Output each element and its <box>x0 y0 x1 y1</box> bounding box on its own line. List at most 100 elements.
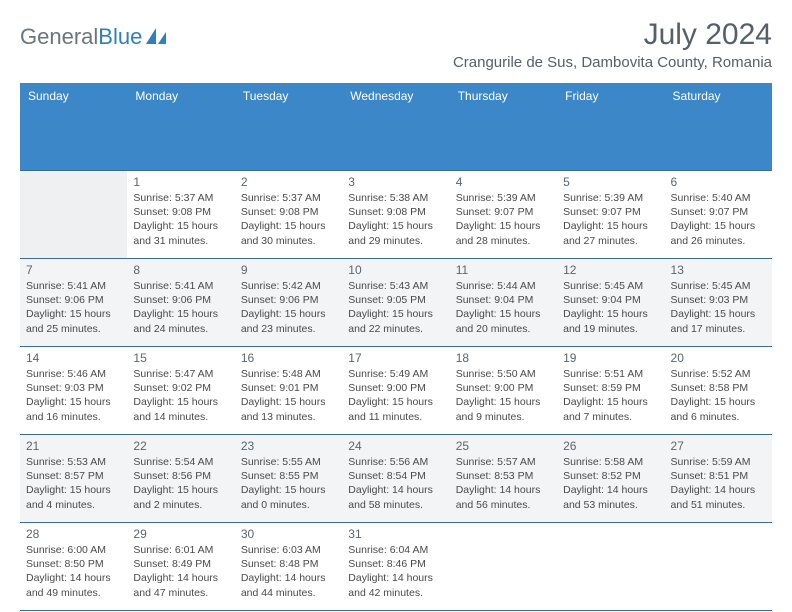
calendar-week-row: 7 Sunrise: 5:41 AMSunset: 9:06 PMDaylight… <box>20 259 772 347</box>
calendar-day-cell: 9Sunrise: 5:42 AMSunset: 9:06 PMDaylight… <box>235 259 342 347</box>
day-info: Sunrise: 5:48 AMSunset: 9:01 PMDaylight:… <box>241 367 336 424</box>
day-number: 31 <box>348 527 443 541</box>
day-info: Sunrise: 5:53 AMSunset: 8:57 PMDaylight:… <box>26 455 121 512</box>
calendar-day-cell: 15 Sunrise: 5:47 AMSunset: 9:02 PMDayligh… <box>127 347 234 435</box>
weekday-header-row: Sunday Monday Tuesday Wednesday Thursday… <box>20 83 772 171</box>
weekday-header: Tuesday <box>235 83 342 171</box>
weekday-header: Monday <box>127 83 234 171</box>
calendar-day-cell: 27 Sunrise: 5:59 AMSunset: 8:51 PMDayligh… <box>665 435 772 523</box>
day-info: Sunrise: 5:41 AMSunset: 9:06 PMDaylight:… <box>133 279 228 336</box>
calendar-day-cell: 13Sunrise: 5:45 AMSunset: 9:03 PMDayligh… <box>665 259 772 347</box>
day-info: Sunrise: 5:57 AMSunset: 8:53 PMDaylight:… <box>456 455 551 512</box>
day-number: 14 <box>26 351 121 365</box>
weekday-header: Thursday <box>450 83 557 171</box>
location-subtitle: Crangurile de Sus, Dambovita County, Rom… <box>453 54 772 71</box>
day-number: 15 <box>133 351 228 365</box>
calendar-day-cell <box>665 523 772 611</box>
calendar-day-cell: 11 Sunrise: 5:44 AMSunset: 9:04 PMDayligh… <box>450 259 557 347</box>
day-number: 21 <box>26 439 121 453</box>
day-number: 7 <box>26 263 121 277</box>
calendar-day-cell: 2 Sunrise: 5:37 AMSunset: 9:08 PMDaylight… <box>235 171 342 259</box>
calendar-day-cell: 21 Sunrise: 5:53 AMSunset: 8:57 PMDayligh… <box>20 435 127 523</box>
calendar-day-cell: 6 Sunrise: 5:40 AMSunset: 9:07 PMDaylight… <box>665 171 772 259</box>
day-number: 24 <box>348 439 443 453</box>
day-info: Sunrise: 5:58 AMSunset: 8:52 PMDaylight:… <box>563 455 658 512</box>
day-number: 5 <box>563 175 658 189</box>
calendar-day-cell: 31 Sunrise: 6:04 AMSunset: 8:46 PMDayligh… <box>342 523 449 611</box>
day-info: Sunrise: 5:47 AMSunset: 9:02 PMDaylight:… <box>133 367 228 424</box>
weekday-header: Wednesday <box>342 83 449 171</box>
day-number: 1 <box>133 175 228 189</box>
calendar-day-cell: 14 Sunrise: 5:46 AMSunset: 9:03 PMDayligh… <box>20 347 127 435</box>
calendar-day-cell: 20Sunrise: 5:52 AMSunset: 8:58 PMDayligh… <box>665 347 772 435</box>
calendar-day-cell: 7 Sunrise: 5:41 AMSunset: 9:06 PMDaylight… <box>20 259 127 347</box>
day-number: 30 <box>241 527 336 541</box>
calendar-grid: Sunday Monday Tuesday Wednesday Thursday… <box>20 83 772 611</box>
day-info: Sunrise: 5:51 AMSunset: 8:59 PMDaylight:… <box>563 367 658 424</box>
day-info: Sunrise: 5:55 AMSunset: 8:55 PMDaylight:… <box>241 455 336 512</box>
calendar-day-cell: 8 Sunrise: 5:41 AMSunset: 9:06 PMDaylight… <box>127 259 234 347</box>
day-number: 6 <box>671 175 766 189</box>
page-title: July 2024 <box>453 18 772 52</box>
calendar-day-cell: 30Sunrise: 6:03 AMSunset: 8:48 PMDayligh… <box>235 523 342 611</box>
day-info: Sunrise: 5:52 AMSunset: 8:58 PMDaylight:… <box>671 367 766 424</box>
day-info: Sunrise: 5:43 AMSunset: 9:05 PMDaylight:… <box>348 279 443 336</box>
day-info: Sunrise: 5:45 AMSunset: 9:04 PMDaylight:… <box>563 279 658 336</box>
day-number: 28 <box>26 527 121 541</box>
day-number: 9 <box>241 263 336 277</box>
day-number: 25 <box>456 439 551 453</box>
day-number: 2 <box>241 175 336 189</box>
day-number: 29 <box>133 527 228 541</box>
day-info: Sunrise: 6:00 AMSunset: 8:50 PMDaylight:… <box>26 543 121 600</box>
calendar-week-row: 21 Sunrise: 5:53 AMSunset: 8:57 PMDayligh… <box>20 435 772 523</box>
day-number: 16 <box>241 351 336 365</box>
logo-part2: Blue <box>98 24 142 50</box>
day-number: 19 <box>563 351 658 365</box>
day-info: Sunrise: 5:56 AMSunset: 8:54 PMDaylight:… <box>348 455 443 512</box>
calendar-day-cell: 26 Sunrise: 5:58 AMSunset: 8:52 PMDayligh… <box>557 435 664 523</box>
day-info: Sunrise: 5:44 AMSunset: 9:04 PMDaylight:… <box>456 279 551 336</box>
day-number: 27 <box>671 439 766 453</box>
logo: GeneralBlue <box>20 18 166 50</box>
calendar-day-cell: 4Sunrise: 5:39 AMSunset: 9:07 PMDaylight… <box>450 171 557 259</box>
day-number: 11 <box>456 263 551 277</box>
calendar-day-cell: 17Sunrise: 5:49 AMSunset: 9:00 PMDayligh… <box>342 347 449 435</box>
day-info: Sunrise: 5:38 AMSunset: 9:08 PMDaylight:… <box>348 191 443 248</box>
day-number: 13 <box>671 263 766 277</box>
calendar-week-row: 28 Sunrise: 6:00 AMSunset: 8:50 PMDayligh… <box>20 523 772 611</box>
day-info: Sunrise: 6:01 AMSunset: 8:49 PMDaylight:… <box>133 543 228 600</box>
calendar-day-cell: 28 Sunrise: 6:00 AMSunset: 8:50 PMDayligh… <box>20 523 127 611</box>
day-info: Sunrise: 5:41 AMSunset: 9:06 PMDaylight:… <box>26 279 121 336</box>
logo-part1: General <box>20 24 98 50</box>
calendar-day-cell: 25 Sunrise: 5:57 AMSunset: 8:53 PMDayligh… <box>450 435 557 523</box>
day-info: Sunrise: 5:46 AMSunset: 9:03 PMDaylight:… <box>26 367 121 424</box>
calendar-day-cell: 24 Sunrise: 5:56 AMSunset: 8:54 PMDayligh… <box>342 435 449 523</box>
day-info: Sunrise: 5:49 AMSunset: 9:00 PMDaylight:… <box>348 367 443 424</box>
calendar-week-row: 14 Sunrise: 5:46 AMSunset: 9:03 PMDayligh… <box>20 347 772 435</box>
weekday-header: Saturday <box>665 83 772 171</box>
calendar-day-cell: 5 Sunrise: 5:39 AMSunset: 9:07 PMDaylight… <box>557 171 664 259</box>
weekday-header: Sunday <box>20 83 127 171</box>
day-number: 26 <box>563 439 658 453</box>
calendar-day-cell: 16 Sunrise: 5:48 AMSunset: 9:01 PMDayligh… <box>235 347 342 435</box>
calendar-day-cell <box>557 523 664 611</box>
calendar-day-cell: 19 Sunrise: 5:51 AMSunset: 8:59 PMDayligh… <box>557 347 664 435</box>
day-info: Sunrise: 5:40 AMSunset: 9:07 PMDaylight:… <box>671 191 766 248</box>
calendar-day-cell: 22 Sunrise: 5:54 AMSunset: 8:56 PMDayligh… <box>127 435 234 523</box>
calendar-day-cell <box>20 171 127 259</box>
calendar-day-cell: 12Sunrise: 5:45 AMSunset: 9:04 PMDayligh… <box>557 259 664 347</box>
day-number: 8 <box>133 263 228 277</box>
day-number: 22 <box>133 439 228 453</box>
day-info: Sunrise: 5:37 AMSunset: 9:08 PMDaylight:… <box>241 191 336 248</box>
day-info: Sunrise: 5:59 AMSunset: 8:51 PMDaylight:… <box>671 455 766 512</box>
day-number: 23 <box>241 439 336 453</box>
logo-sail-icon <box>146 28 166 44</box>
day-number: 3 <box>348 175 443 189</box>
day-number: 10 <box>348 263 443 277</box>
calendar-day-cell: 23 Sunrise: 5:55 AMSunset: 8:55 PMDayligh… <box>235 435 342 523</box>
calendar-day-cell <box>450 523 557 611</box>
day-info: Sunrise: 5:54 AMSunset: 8:56 PMDaylight:… <box>133 455 228 512</box>
calendar-day-cell: 18Sunrise: 5:50 AMSunset: 9:00 PMDayligh… <box>450 347 557 435</box>
day-info: Sunrise: 5:39 AMSunset: 9:07 PMDaylight:… <box>563 191 658 248</box>
day-info: Sunrise: 6:04 AMSunset: 8:46 PMDaylight:… <box>348 543 443 600</box>
